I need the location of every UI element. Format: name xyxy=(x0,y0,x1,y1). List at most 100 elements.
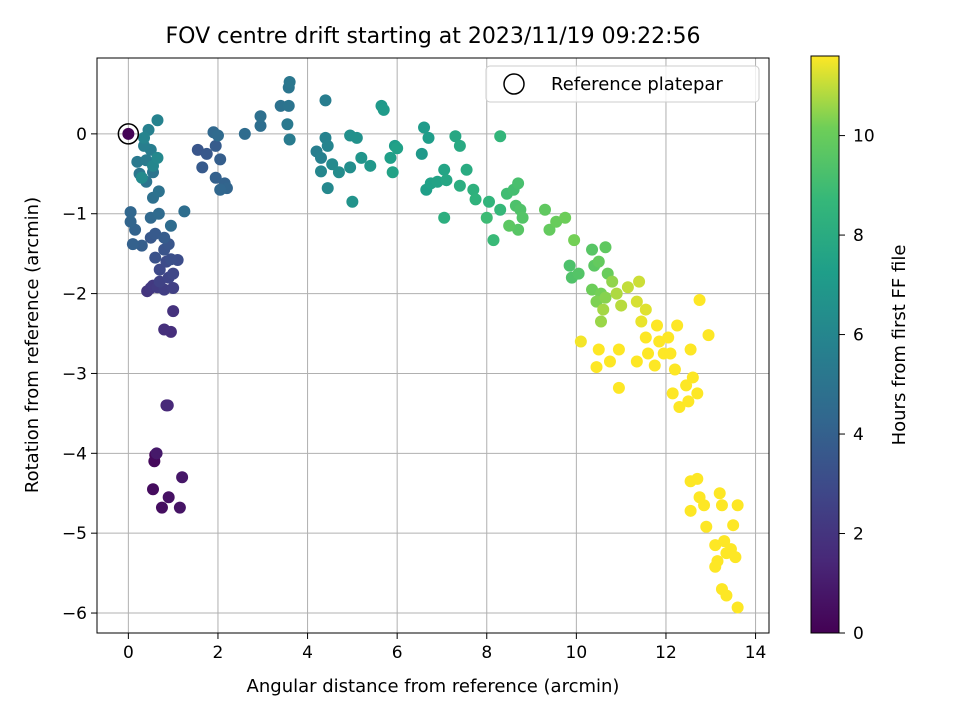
y-axis-ticks: 0 −1 −2 −3 −4 −5 −6 xyxy=(62,125,97,624)
data-point xyxy=(135,239,148,252)
data-point xyxy=(214,183,227,196)
plot-frame xyxy=(96,57,770,634)
data-point xyxy=(639,303,652,316)
data-point xyxy=(682,395,695,408)
data-point xyxy=(326,158,339,171)
colorbar-label: Hours from first FF file xyxy=(889,245,910,446)
data-point xyxy=(135,171,148,184)
data-point xyxy=(599,291,612,304)
data-point xyxy=(590,361,603,374)
data-point xyxy=(418,121,431,134)
colorbar-tick-label: 2 xyxy=(853,525,864,545)
data-point xyxy=(664,347,677,360)
data-point xyxy=(147,483,159,496)
data-point xyxy=(282,99,295,112)
colorbar-tick-label: 8 xyxy=(853,226,864,246)
data-point xyxy=(592,343,605,356)
data-point xyxy=(155,501,168,514)
data-points xyxy=(122,75,744,614)
data-point xyxy=(731,601,744,614)
data-point xyxy=(469,193,482,206)
data-point xyxy=(167,305,180,318)
data-point xyxy=(355,151,368,164)
y-tick-label: −2 xyxy=(62,285,87,305)
x-tick-label: 14 xyxy=(745,643,767,663)
data-point xyxy=(122,127,135,140)
data-point xyxy=(480,211,493,224)
data-point xyxy=(729,551,742,564)
data-point xyxy=(438,163,451,176)
data-point xyxy=(344,161,357,174)
x-axis-label: Angular distance from reference (arcmin) xyxy=(247,676,620,697)
chart-title: FOV centre drift starting at 2023/11/19 … xyxy=(166,24,701,49)
data-point xyxy=(124,215,137,228)
data-point xyxy=(152,185,165,198)
colorbar-gradient xyxy=(810,55,840,634)
data-point xyxy=(671,319,684,332)
data-point xyxy=(191,143,204,156)
data-point xyxy=(164,253,177,266)
data-point xyxy=(254,119,267,132)
data-point xyxy=(630,355,643,368)
data-point xyxy=(693,293,706,306)
data-point xyxy=(633,275,646,288)
colorbar-ticks: 0 2 4 6 8 10 xyxy=(839,127,875,644)
data-point xyxy=(152,207,165,220)
data-point xyxy=(281,118,294,131)
y-tick-label: −5 xyxy=(62,524,87,544)
data-point xyxy=(512,223,525,236)
data-point xyxy=(590,295,603,308)
data-point xyxy=(162,491,175,504)
data-point xyxy=(453,139,466,152)
data-point xyxy=(149,251,162,264)
data-point xyxy=(539,203,551,216)
data-point xyxy=(415,147,428,160)
data-point xyxy=(254,110,267,123)
data-point xyxy=(321,139,334,152)
data-point xyxy=(332,166,345,179)
data-point xyxy=(150,447,163,460)
data-point xyxy=(460,163,473,176)
data-point xyxy=(713,487,726,500)
data-point xyxy=(158,323,171,336)
data-point xyxy=(209,139,222,152)
data-point xyxy=(686,371,699,384)
y-tick-label: −4 xyxy=(62,444,87,464)
data-point xyxy=(283,133,296,146)
data-point xyxy=(666,387,679,400)
data-point xyxy=(151,114,164,127)
data-point xyxy=(731,499,744,512)
data-point xyxy=(487,234,500,247)
data-point xyxy=(164,219,177,232)
data-point xyxy=(691,472,704,485)
data-point xyxy=(209,171,222,184)
data-point xyxy=(639,331,652,344)
data-point xyxy=(572,267,585,280)
data-point xyxy=(438,211,451,224)
legend-box xyxy=(485,65,760,103)
data-point xyxy=(680,379,693,392)
data-point xyxy=(124,206,137,219)
data-point xyxy=(603,355,616,368)
data-point xyxy=(648,359,661,372)
data-point xyxy=(635,315,648,328)
data-point xyxy=(503,219,516,232)
y-axis-label: Rotation from reference (arcmin) xyxy=(22,197,43,493)
data-point xyxy=(315,165,327,178)
data-point xyxy=(211,129,224,142)
data-point xyxy=(173,501,186,514)
data-point xyxy=(684,343,697,356)
data-point xyxy=(673,400,686,413)
data-point xyxy=(516,211,529,224)
legend-marker-reference xyxy=(503,73,525,95)
data-point xyxy=(319,94,332,107)
data-point xyxy=(196,161,209,174)
data-point xyxy=(550,215,563,228)
data-point xyxy=(512,177,525,190)
x-tick-label: 6 xyxy=(392,643,403,663)
data-point xyxy=(153,275,166,288)
data-point xyxy=(377,103,390,116)
data-point xyxy=(668,363,681,376)
data-point xyxy=(391,142,404,155)
x-tick-label: 10 xyxy=(566,643,588,663)
